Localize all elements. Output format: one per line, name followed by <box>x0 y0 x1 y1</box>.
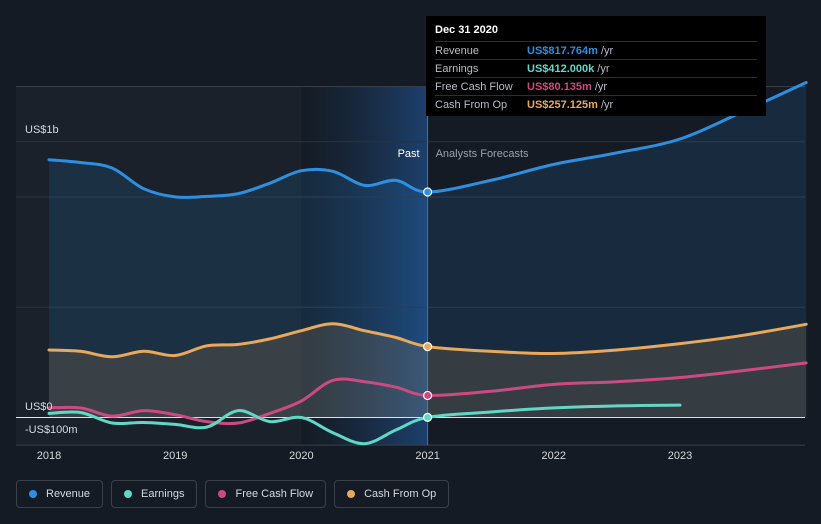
tooltip-value: US$817.764m <box>527 44 598 57</box>
legend-item-free-cash-flow[interactable]: Free Cash Flow <box>205 480 327 508</box>
legend-item-revenue[interactable]: Revenue <box>16 480 104 508</box>
tooltip-unit: /yr <box>600 98 614 111</box>
hover-tooltip: Dec 31 2020 Revenue US$817.764m /yr Earn… <box>426 16 766 116</box>
legend: Revenue Earnings Free Cash Flow Cash Fro… <box>16 480 450 510</box>
area-revenue <box>49 82 807 418</box>
line-cash-from-op <box>47 322 808 359</box>
line-earnings <box>47 403 682 446</box>
marker-revenue <box>423 187 433 197</box>
tooltip-label: Revenue <box>435 44 480 57</box>
legend-item-cash-from-op[interactable]: Cash From Op <box>334 480 450 508</box>
tooltip-row-cash-from-op: Cash From Op US$257.125m /yr <box>435 95 757 113</box>
tooltip-unit: /yr <box>597 62 610 75</box>
legend-item-earnings[interactable]: Earnings <box>111 480 198 508</box>
legend-dot-icon <box>124 490 133 498</box>
tooltip-row-revenue: Revenue US$817.764m /yr <box>435 41 757 59</box>
x-tick-label: 2018 <box>37 450 61 462</box>
tooltip-label: Cash From Op <box>435 98 508 111</box>
forecast-label: Analysts Forecasts <box>436 148 529 160</box>
past-region-shade <box>16 86 302 446</box>
legend-label: Revenue <box>46 488 91 500</box>
tooltip-row-free-cash-flow: Free Cash Flow US$80.135m /yr <box>435 77 757 95</box>
line-revenue <box>47 81 808 199</box>
x-tick-label: 2019 <box>163 450 187 462</box>
legend-label: Free Cash Flow <box>235 488 314 500</box>
past-label: Past <box>398 148 420 160</box>
line-free-cash-flow <box>47 361 808 426</box>
x-tick-label: 2021 <box>415 450 439 462</box>
legend-dot-icon <box>29 490 37 498</box>
tooltip-value: US$412.000k <box>527 62 595 75</box>
x-tick-label: 2022 <box>542 450 566 462</box>
tooltip-unit: /yr <box>600 44 614 57</box>
tooltip-row-earnings: Earnings US$412.000k /yr <box>435 59 757 77</box>
marker-free-cash-flow <box>423 390 433 401</box>
y-axis-zero-label: US$0 <box>25 401 53 413</box>
tooltip-date: Dec 31 2020 <box>435 24 498 36</box>
marker-earnings <box>423 412 433 422</box>
tooltip-value: US$257.125m <box>527 98 598 111</box>
x-tick-label: 2020 <box>289 450 313 462</box>
legend-label: Earnings <box>141 488 185 500</box>
marker-cash-from-op <box>423 342 433 352</box>
tooltip-unit: /yr <box>594 80 608 93</box>
x-tick-label: 2023 <box>668 450 692 462</box>
legend-dot-icon <box>347 490 356 498</box>
y-axis-bottom-label: -US$100m <box>25 424 78 436</box>
legend-label: Cash From Op <box>364 488 437 500</box>
tooltip-value: US$80.135m <box>527 80 592 93</box>
tooltip-label: Free Cash Flow <box>435 80 513 93</box>
tooltip-label: Earnings <box>435 62 479 75</box>
legend-dot-icon <box>218 490 227 498</box>
area-cash-from-op <box>49 323 807 418</box>
y-axis-top-label: US$1b <box>25 124 59 136</box>
